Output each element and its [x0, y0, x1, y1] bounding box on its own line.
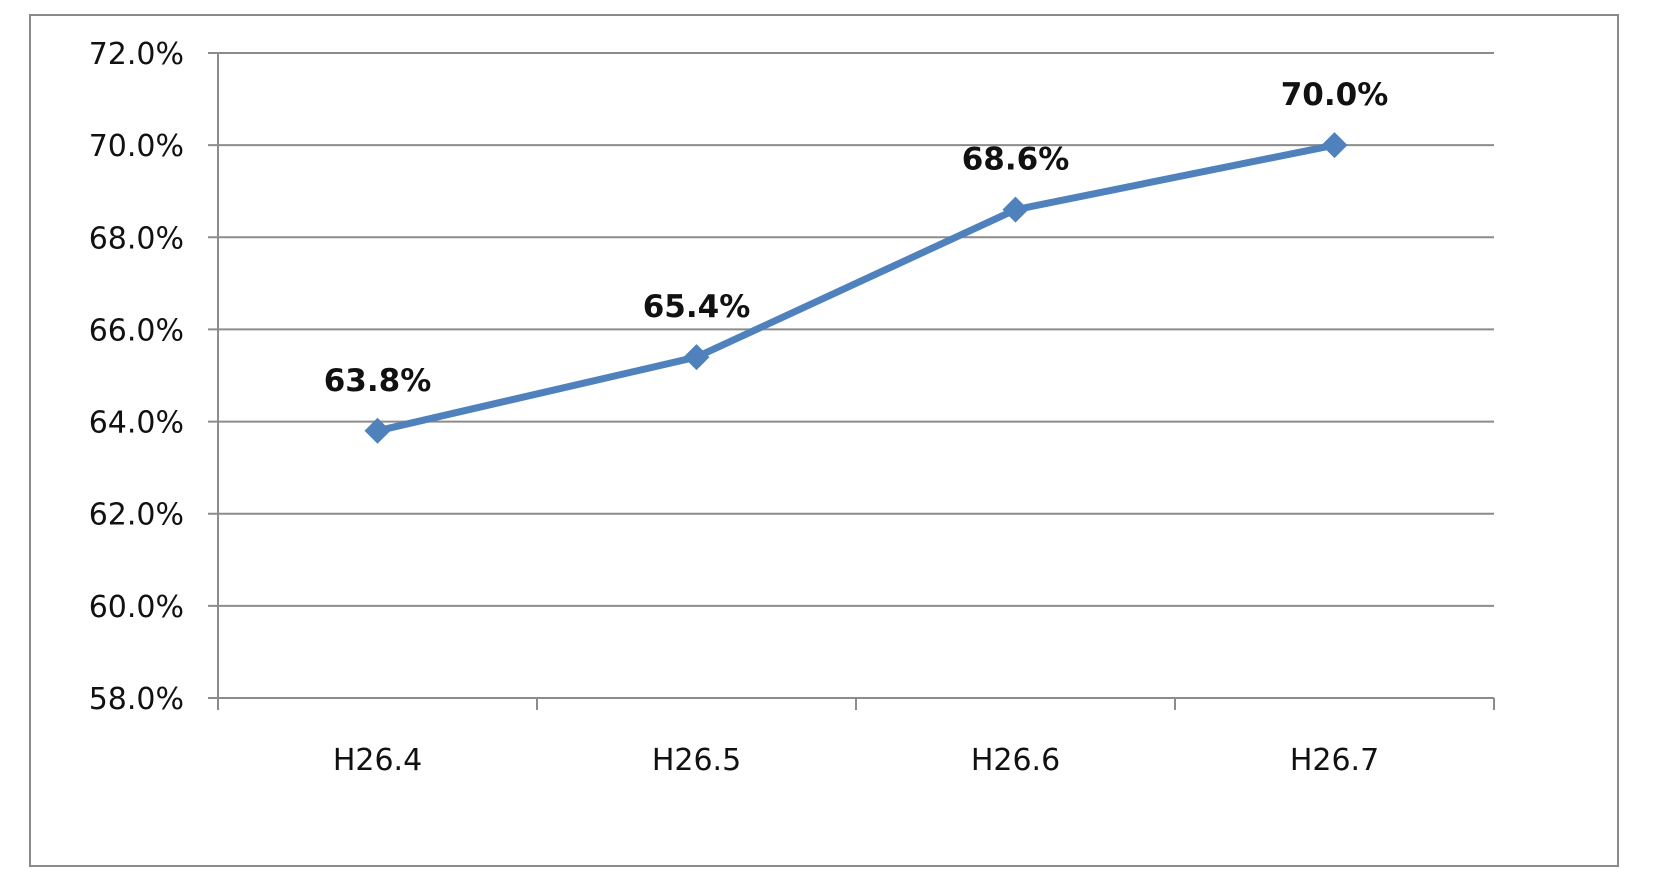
y-tick-label: 66.0% — [89, 313, 184, 348]
data-point-marker — [364, 417, 391, 444]
x-tick-label: H26.4 — [333, 743, 422, 778]
series-line — [374, 141, 1338, 435]
data-point-marker — [1002, 196, 1029, 223]
x-tick-label: H26.7 — [1290, 743, 1379, 778]
y-tick-label: 70.0% — [89, 129, 184, 164]
x-tick-label: H26.6 — [971, 743, 1060, 778]
chart-frame — [29, 14, 1619, 867]
data-label: 70.0% — [1281, 77, 1389, 113]
data-point-marker — [1321, 132, 1348, 159]
y-tick-label: 72.0% — [89, 37, 184, 72]
data-label: 65.4% — [643, 289, 751, 325]
x-tick-label: H26.5 — [652, 743, 741, 778]
y-tick-label: 60.0% — [89, 590, 184, 625]
data-label: 68.6% — [962, 142, 1070, 178]
y-tick-label: 64.0% — [89, 406, 184, 441]
y-tick-label: 68.0% — [89, 221, 184, 256]
y-tick-label: 58.0% — [89, 682, 184, 717]
data-point-marker — [683, 344, 710, 371]
data-label: 63.8% — [324, 363, 432, 399]
y-tick-label: 62.0% — [89, 498, 184, 533]
